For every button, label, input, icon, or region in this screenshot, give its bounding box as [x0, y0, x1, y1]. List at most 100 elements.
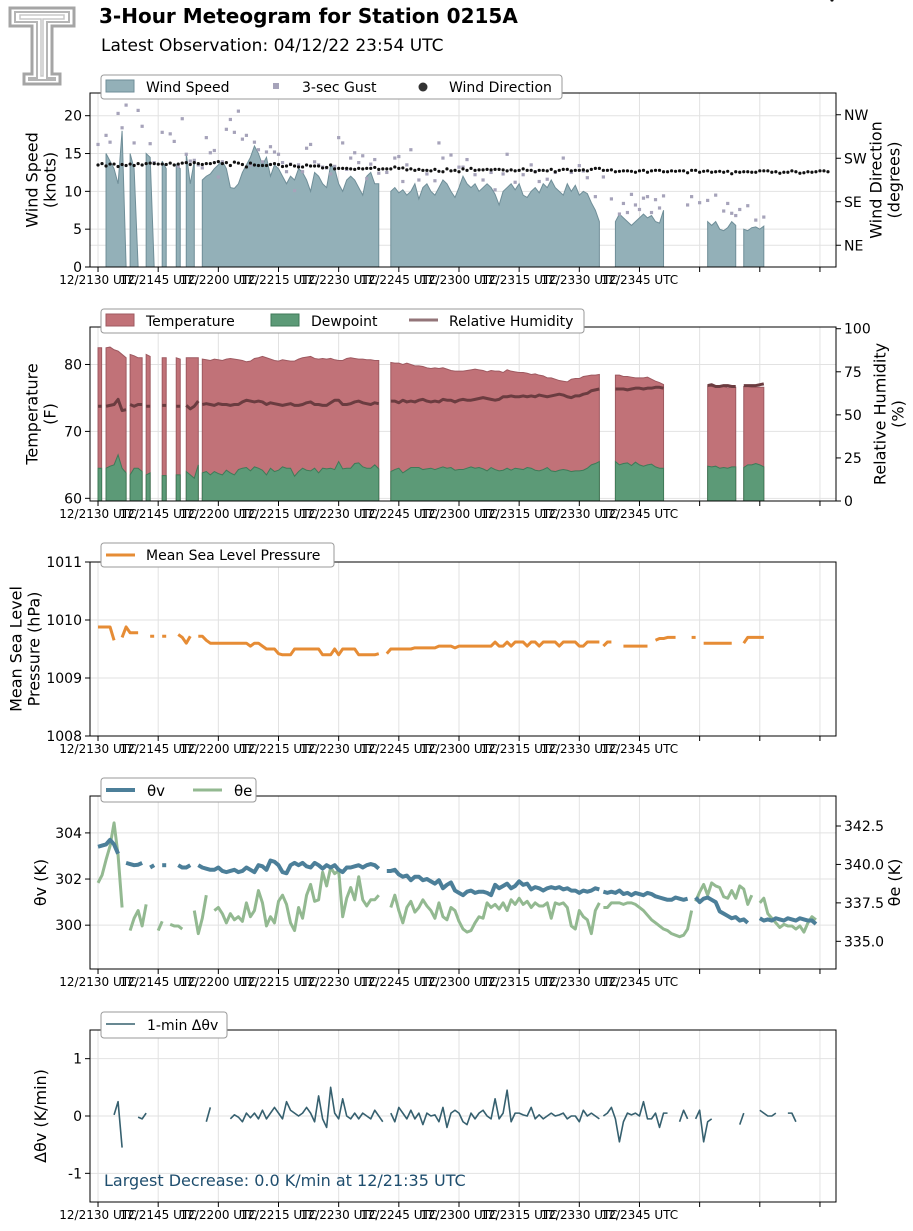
theta-e-line [213, 866, 380, 933]
dtheta-line [738, 1112, 745, 1125]
wind-direction-point [176, 162, 180, 166]
gust-legend-label: 3-sec Gust [302, 80, 377, 96]
gust-point [284, 170, 289, 174]
gust-point [357, 161, 361, 165]
wind-direction-point [774, 170, 778, 174]
theta-e-line [389, 893, 601, 936]
gust-point [397, 154, 401, 159]
wind-direction-point [381, 167, 385, 171]
theta-e-line [192, 894, 208, 936]
gust-point [738, 207, 742, 212]
gust-point [228, 117, 232, 122]
wind-direction-axis-label-line: (degrees) [885, 142, 904, 219]
wind-direction-point [373, 165, 377, 170]
gust-point [192, 158, 196, 162]
wind-direction-point [397, 166, 401, 170]
theta-e-line [694, 881, 754, 906]
wind-direction-point [325, 165, 329, 170]
theta-ytick-label: 300 [55, 918, 82, 934]
theta-ytick-label: 304 [55, 826, 82, 842]
gust-point [545, 177, 549, 181]
wind-direction-point [284, 164, 289, 168]
gust-point [168, 132, 172, 136]
theta-v-line [149, 863, 156, 870]
wind-xtick-label: 12/2145 UTC [119, 273, 196, 287]
wind-direction-point [714, 170, 718, 174]
gust-point [353, 151, 357, 155]
theta-xtick-label: 12/2315 UTC [480, 975, 557, 989]
wind-direction-point [762, 169, 766, 173]
wind-direction-point [152, 161, 156, 166]
temperature-axis-label-line: Temperature [23, 363, 42, 465]
theta-e-axis-label: θe (K) [885, 859, 904, 907]
gust-point [212, 148, 216, 153]
pressure-line [742, 635, 764, 645]
wind-direction-point [565, 167, 569, 171]
gust-point [208, 151, 212, 155]
temp-ytick-label: 60 [64, 491, 82, 507]
wind-direction-point [216, 160, 220, 164]
wind-direction-point [300, 165, 305, 169]
gust-point [108, 140, 112, 144]
gust-point [341, 141, 345, 145]
wind-direction-point [180, 161, 184, 165]
wind-direction-point [609, 168, 613, 172]
temp-ytick-label: 80 [64, 357, 82, 373]
wind-direction-point [473, 168, 477, 172]
gust-point [645, 195, 650, 199]
wind-direction-point [441, 170, 445, 174]
wind-direction-point [184, 161, 188, 165]
wind-xtick-label: 12/2230 UTC [300, 273, 377, 287]
wind-direction-point [790, 169, 794, 173]
gust-point [216, 175, 220, 179]
dewpoint-area [129, 467, 143, 502]
direction-legend-label: Wind Direction [449, 80, 552, 96]
theta-v-line [97, 837, 120, 855]
gust-point [280, 161, 285, 165]
gust-point [661, 194, 666, 198]
wind-direction-point [641, 168, 646, 172]
wind-direction-point [276, 162, 281, 167]
gust-point [409, 148, 413, 152]
gust-point [601, 175, 605, 179]
theta-legend [100, 777, 257, 803]
temp-xtick-label: 12/2330 UTC [541, 507, 618, 521]
dewpoint-area [175, 474, 181, 502]
pressure-ytick-label: 1009 [46, 671, 82, 687]
wind-direction-point [766, 169, 770, 173]
wind-direction-point [333, 167, 337, 171]
gust-point [385, 170, 389, 175]
temp-xtick-label: 12/2345 UTC [601, 507, 678, 521]
gust-point [417, 178, 421, 182]
largest-decrease-annotation: Largest Decrease: 0.0 K/min at 12/21:35 … [104, 1171, 466, 1190]
wind-direction-point [120, 162, 124, 167]
wind-direction-point [617, 169, 622, 173]
pressure-xtick-label: 12/2330 UTC [541, 742, 618, 756]
gust-point [204, 136, 208, 140]
temp-rtick-label: 25 [844, 451, 862, 467]
gust-point [224, 127, 228, 131]
dtheta-xtick-label: 12/2145 UTC [119, 1208, 196, 1222]
theta-v-line [125, 860, 143, 868]
wind-direction-point [661, 170, 666, 174]
wind-direction-point [132, 163, 136, 168]
wind-speed-area [185, 153, 195, 268]
wind-direction-point [742, 170, 746, 174]
dtheta-ytick-label: -1 [68, 1166, 82, 1182]
gust-point [734, 213, 738, 218]
temp-rtick-label: 0 [844, 494, 853, 510]
dtheta-line [678, 1109, 689, 1122]
wind-speed-area [390, 174, 600, 268]
wind-direction-point [128, 162, 132, 166]
gust-point [481, 178, 485, 182]
wind-direction-point [377, 167, 381, 171]
theta-v-axis-label: θv (K) [31, 859, 50, 906]
wind-direction-point [750, 170, 754, 174]
temperature-area [201, 355, 380, 502]
wind-direction-point [461, 167, 465, 171]
theta-xtick-label: 12/2215 UTC [240, 975, 317, 989]
direction-legend-swatch [418, 82, 428, 92]
wind-direction-point [405, 168, 409, 172]
wind-ytick-label: 0 [73, 260, 82, 276]
relative-humidity-line [185, 400, 200, 411]
